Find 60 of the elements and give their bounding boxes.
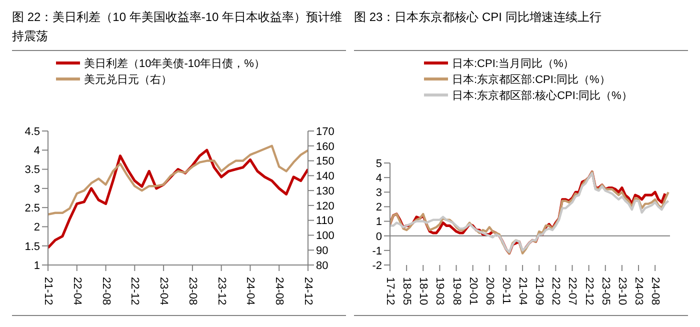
y-tick-label: 2.5 <box>24 202 40 214</box>
y-tick-label: 4.5 <box>24 126 40 138</box>
x-tick-label: 20-11 <box>500 277 512 304</box>
y2-tick-label: 140 <box>316 170 334 183</box>
x-tick-label: 23-12 <box>215 277 228 306</box>
legend-label: 美元兑日元（右） <box>84 72 172 86</box>
y2-tick-label: 150 <box>316 156 334 168</box>
x-tick-label: 19-08 <box>450 277 462 306</box>
y-tick-label: 3 <box>34 183 40 196</box>
x-tick-label: 24-08 <box>273 277 286 306</box>
x-tick-label: 21-12 <box>42 277 54 306</box>
x-tick-label: 24-03 <box>632 277 645 306</box>
x-tick-label: 23-04 <box>158 277 170 306</box>
x-tick-label: 22-12 <box>582 277 595 306</box>
y-tick-label: -1 <box>372 245 382 258</box>
y2-tick-label: 120 <box>316 200 334 212</box>
y-tick-label: 5 <box>376 158 382 170</box>
x-tick-label: 24-08 <box>649 277 662 306</box>
y-tick-label: 1 <box>376 216 382 228</box>
y2-tick-label: 80 <box>316 260 328 272</box>
y2-tick-label: 130 <box>316 185 334 198</box>
x-tick-label: 22-12 <box>128 277 141 306</box>
legend-label: 日本:东京都区部:核心CPI:同比（%） <box>452 88 632 102</box>
y-tick-label: 3 <box>376 187 382 200</box>
x-tick-label: 22-07 <box>566 277 578 306</box>
y-tick-label: 0 <box>376 230 382 243</box>
y-tick-label: 4 <box>34 145 40 158</box>
y-tick-label: 2 <box>34 222 40 234</box>
x-tick-label: 21-09 <box>533 277 546 306</box>
x-tick-label: 23-08 <box>186 277 198 306</box>
y2-tick-label: 170 <box>316 126 334 138</box>
y2-tick-label: 160 <box>316 140 334 153</box>
y-tick-label: -2 <box>372 260 382 272</box>
x-tick-label: 21-04 <box>516 277 529 306</box>
x-tick-label: 20-06 <box>483 277 496 306</box>
chart-title: 图 22：美日利差（10 年美国收益率-10 年日本收益率）预计维持震荡 <box>12 8 346 51</box>
x-tick-label: 24-04 <box>244 277 256 306</box>
x-tick-label: 22-08 <box>100 277 112 306</box>
x-tick-label: 18-10 <box>417 277 430 306</box>
chart-title: 图 23：日本东京都核心 CPI 同比增速连续上行 <box>354 8 688 51</box>
y-tick-label: 1.5 <box>24 240 40 253</box>
x-tick-label: 17-12 <box>384 277 396 306</box>
x-tick-label: 19-03 <box>434 277 446 306</box>
y2-tick-label: 110 <box>316 215 334 228</box>
x-tick-label: 22-02 <box>550 277 562 306</box>
x-tick-label: 24-12 <box>302 277 314 306</box>
x-tick-label: 23-05 <box>599 277 612 306</box>
legend-label: 美日利差（10年美债-10年日债，%） <box>84 56 265 70</box>
x-tick-label: 20-01 <box>466 277 479 306</box>
y-tick-label: 4 <box>376 172 382 184</box>
y-tick-label: 1 <box>34 260 40 272</box>
y2-tick-label: 100 <box>316 230 334 242</box>
y2-tick-label: 90 <box>316 245 328 258</box>
legend-label: 日本:CPI:当月同比（%） <box>452 56 574 70</box>
x-tick-label: 22-04 <box>70 277 83 306</box>
y-tick-label: 2 <box>376 202 382 214</box>
x-tick-label: 18-05 <box>400 277 413 306</box>
x-tick-label: 23-10 <box>616 277 628 306</box>
y-tick-label: 3.5 <box>24 164 40 176</box>
legend-label: 日本:东京都区部:CPI:同比（%） <box>452 72 610 86</box>
